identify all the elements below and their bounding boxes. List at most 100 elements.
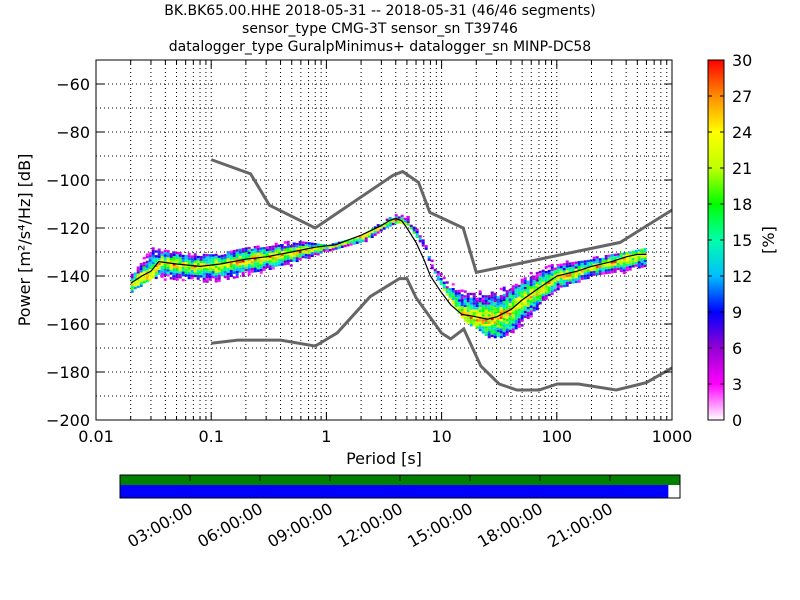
density-cell bbox=[187, 260, 191, 263]
density-cell bbox=[463, 319, 467, 322]
density-cell bbox=[487, 307, 491, 310]
density-cell bbox=[568, 274, 572, 277]
density-cell bbox=[556, 280, 560, 284]
density-cell bbox=[283, 248, 287, 251]
density-cell bbox=[538, 275, 542, 278]
density-cell bbox=[214, 260, 218, 264]
density-cell bbox=[211, 256, 215, 260]
timeline-tick-label: 21:00:00 bbox=[544, 499, 616, 551]
density-cell bbox=[334, 242, 338, 245]
density-cell bbox=[520, 293, 524, 296]
density-cell bbox=[496, 329, 500, 333]
density-cell bbox=[415, 233, 419, 236]
density-cell bbox=[508, 293, 512, 297]
density-cell bbox=[490, 313, 494, 316]
density-cell bbox=[157, 253, 161, 256]
density-cell bbox=[178, 266, 182, 269]
density-cell bbox=[253, 253, 257, 256]
density-cell bbox=[178, 264, 182, 267]
density-cell bbox=[541, 269, 545, 273]
density-cell bbox=[571, 264, 575, 267]
density-cell bbox=[250, 251, 254, 254]
density-cell bbox=[481, 328, 485, 332]
density-cell bbox=[370, 233, 374, 236]
density-cell bbox=[457, 304, 461, 307]
density-cell bbox=[460, 301, 464, 304]
density-cell bbox=[511, 292, 515, 295]
density-cell bbox=[445, 290, 449, 294]
y-tick-label: −180 bbox=[46, 363, 90, 382]
density-cell bbox=[637, 251, 641, 255]
density-cell bbox=[154, 257, 158, 260]
density-cell bbox=[244, 259, 248, 262]
density-cell bbox=[511, 290, 515, 293]
density-cell bbox=[493, 292, 497, 296]
density-cell bbox=[262, 263, 266, 267]
x-axis: 0.01 0.1 1 10 100 1000 bbox=[78, 60, 692, 446]
density-cell bbox=[361, 234, 365, 238]
density-cell bbox=[565, 274, 569, 278]
density-cell bbox=[532, 292, 536, 295]
density-cell bbox=[277, 251, 281, 255]
density-cell bbox=[487, 319, 491, 322]
density-cell bbox=[553, 279, 557, 282]
density-cell bbox=[568, 269, 572, 272]
density-cell bbox=[481, 326, 485, 329]
density-cell bbox=[589, 259, 593, 262]
density-cell bbox=[229, 269, 233, 273]
density-cell bbox=[286, 255, 290, 258]
density-cell bbox=[457, 299, 461, 302]
density-cell bbox=[484, 309, 488, 312]
density-cell bbox=[151, 268, 155, 272]
density-cell bbox=[235, 256, 239, 259]
density-cell bbox=[394, 218, 398, 222]
density-cell bbox=[394, 214, 398, 217]
density-cell bbox=[325, 249, 329, 252]
density-cell bbox=[529, 312, 533, 316]
density-cell bbox=[208, 275, 212, 279]
density-cell bbox=[517, 313, 521, 316]
density-cell bbox=[535, 305, 539, 308]
density-cell bbox=[178, 268, 182, 272]
density-cell bbox=[148, 254, 152, 258]
density-cell bbox=[370, 235, 374, 238]
density-cell bbox=[616, 267, 620, 271]
density-cell bbox=[517, 308, 521, 312]
density-cell bbox=[181, 274, 185, 277]
colorbar-tick-label: 24 bbox=[732, 123, 752, 142]
density-cell bbox=[574, 266, 578, 269]
density-cell bbox=[289, 247, 293, 250]
density-cell bbox=[472, 324, 476, 327]
density-cell bbox=[469, 304, 473, 308]
density-cell bbox=[535, 303, 539, 306]
density-cell bbox=[571, 273, 575, 277]
density-cell bbox=[274, 254, 278, 258]
density-cell bbox=[520, 312, 524, 315]
density-cell bbox=[268, 262, 272, 266]
density-cell bbox=[502, 289, 506, 292]
density-cell bbox=[316, 243, 320, 246]
density-cell bbox=[502, 332, 506, 335]
density-cell bbox=[139, 282, 143, 285]
density-cell bbox=[265, 260, 269, 264]
density-cell bbox=[193, 253, 197, 256]
density-cell bbox=[133, 277, 137, 280]
density-cell bbox=[310, 252, 314, 255]
density-cell bbox=[172, 263, 176, 266]
density-cell bbox=[622, 257, 626, 260]
density-cell bbox=[526, 302, 530, 305]
density-cell bbox=[442, 276, 446, 280]
density-cell bbox=[358, 240, 362, 244]
density-cell bbox=[607, 261, 611, 265]
density-cell bbox=[490, 293, 494, 297]
density-cell bbox=[532, 309, 536, 312]
density-cell bbox=[496, 332, 500, 335]
density-cell bbox=[181, 254, 185, 258]
density-cell bbox=[481, 319, 485, 322]
density-cell bbox=[163, 266, 167, 269]
density-cell bbox=[310, 245, 314, 248]
density-cell bbox=[547, 289, 551, 292]
density-cell bbox=[280, 244, 284, 247]
density-cell bbox=[514, 305, 518, 308]
density-cell bbox=[328, 246, 332, 249]
